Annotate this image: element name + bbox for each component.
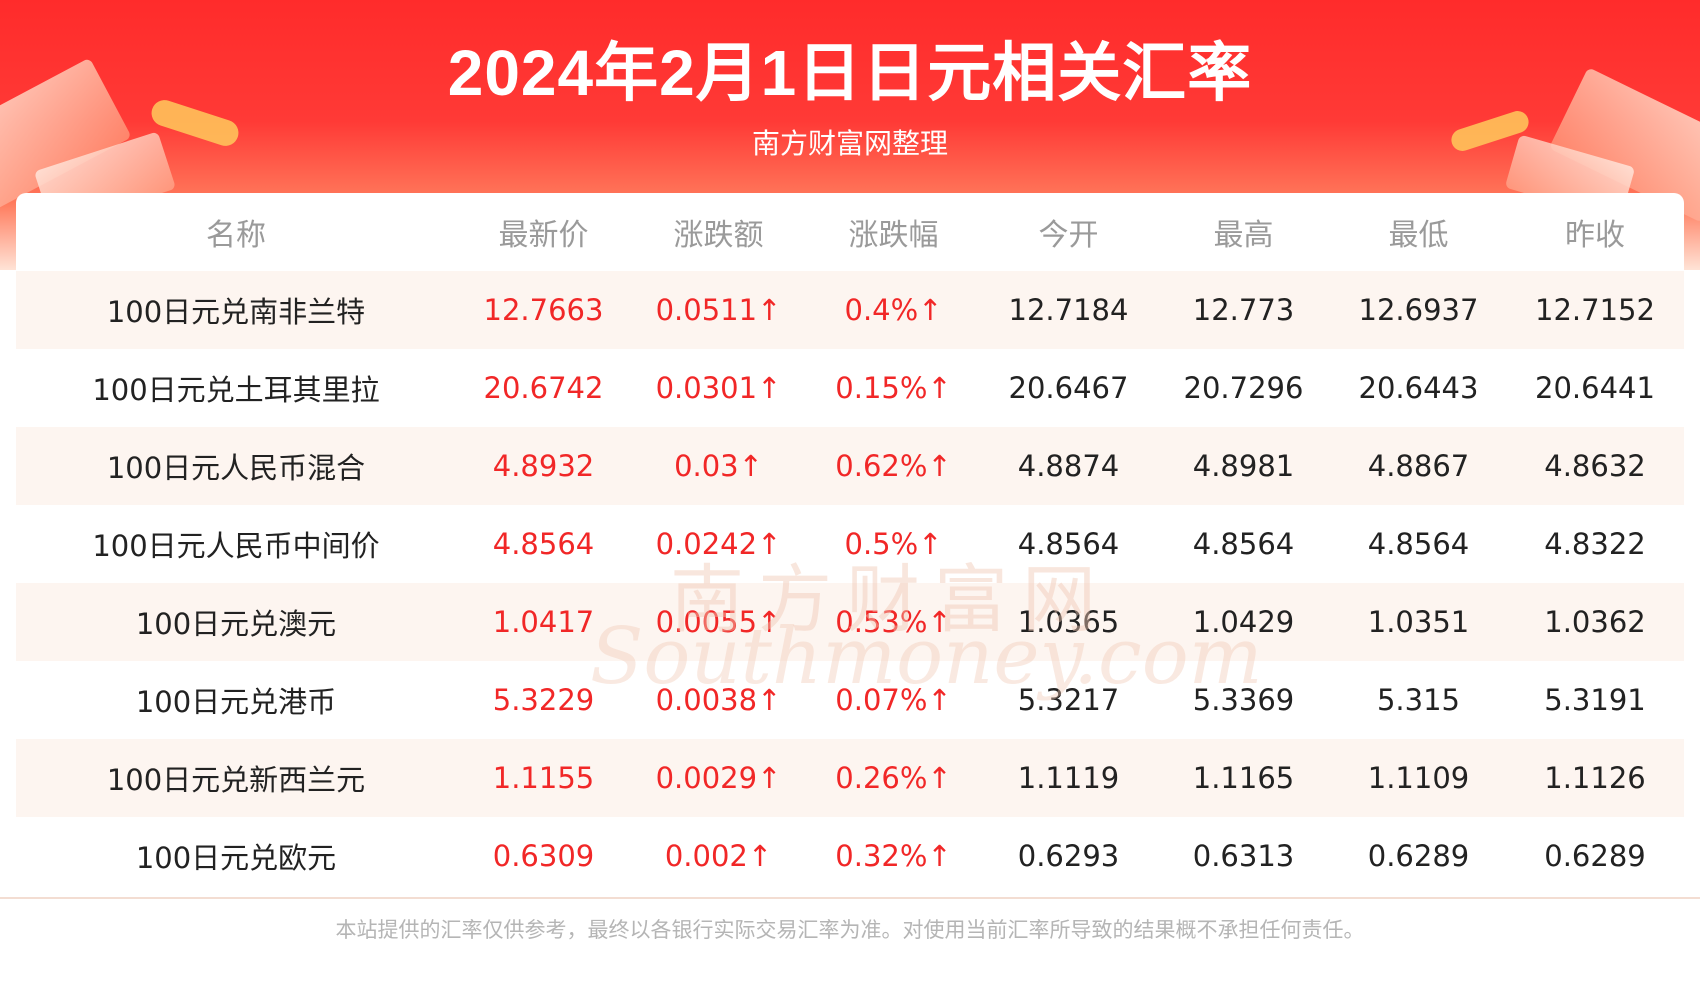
- column-header-high: 最高: [1213, 218, 1274, 253]
- cell-change-pct: 0.5%↑: [806, 505, 981, 583]
- cell-name: 100日元兑欧元: [16, 817, 456, 895]
- cell-open: 5.3217: [981, 661, 1156, 739]
- cell-change-pct: 0.32%↑: [806, 817, 981, 895]
- cell-change-pct: 0.4%↑: [806, 271, 981, 349]
- cell-prev-close: 4.8322: [1506, 505, 1684, 583]
- cell-low: 20.6443: [1331, 349, 1506, 427]
- table-header-row: 名称 最新价 涨跌额 涨跌幅 今开 最高 最低 昨收: [16, 193, 1684, 271]
- cell-open: 20.6467: [981, 349, 1156, 427]
- cell-prev-close: 12.7152: [1506, 271, 1684, 349]
- cell-latest: 20.6742: [456, 349, 631, 427]
- cell-low: 1.1109: [1331, 739, 1506, 817]
- column-header-low: 最低: [1388, 218, 1449, 253]
- cell-high: 4.8981: [1156, 427, 1331, 505]
- cell-prev-close: 4.8632: [1506, 427, 1684, 505]
- cell-low: 4.8564: [1331, 505, 1506, 583]
- column-header-open: 今开: [1038, 218, 1099, 253]
- table-row: 100日元兑欧元 0.6309 0.002↑ 0.32%↑ 0.6293 0.6…: [16, 817, 1684, 895]
- cell-high: 1.0429: [1156, 583, 1331, 661]
- column-header-change: 涨跌额: [673, 218, 764, 253]
- cell-name: 100日元人民币混合: [16, 427, 456, 505]
- cell-latest: 1.1155: [456, 739, 631, 817]
- cell-change-pct: 0.15%↑: [806, 349, 981, 427]
- cell-high: 4.8564: [1156, 505, 1331, 583]
- cell-change-pct: 0.07%↑: [806, 661, 981, 739]
- cell-latest: 4.8564: [456, 505, 631, 583]
- cell-prev-close: 0.6289: [1506, 817, 1684, 895]
- cell-name: 100日元兑港币: [16, 661, 456, 739]
- cell-open: 4.8564: [981, 505, 1156, 583]
- cell-change: 0.0055↑: [631, 583, 806, 661]
- page-subtitle: 南方财富网整理: [751, 127, 948, 160]
- cell-high: 0.6313: [1156, 817, 1331, 895]
- cell-low: 1.0351: [1331, 583, 1506, 661]
- cell-change-pct: 0.62%↑: [806, 427, 981, 505]
- cell-latest: 4.8932: [456, 427, 631, 505]
- cell-change: 0.0242↑: [631, 505, 806, 583]
- column-header-name: 名称: [206, 218, 266, 253]
- cell-low: 0.6289: [1331, 817, 1506, 895]
- cell-change: 0.002↑: [631, 817, 806, 895]
- column-header-prev-close: 昨收: [1565, 218, 1625, 253]
- cell-high: 12.773: [1156, 271, 1331, 349]
- cell-latest: 0.6309: [456, 817, 631, 895]
- rates-card: 名称 最新价 涨跌额 涨跌幅 今开 最高 最低 昨收 100日元兑南非兰特 12…: [16, 193, 1684, 897]
- table-row: 100日元人民币混合 4.8932 0.03↑ 0.62%↑ 4.8874 4.…: [16, 427, 1684, 505]
- cell-open: 0.6293: [981, 817, 1156, 895]
- cell-latest: 12.7663: [456, 271, 631, 349]
- cell-low: 12.6937: [1331, 271, 1506, 349]
- column-header-change-pct: 涨跌幅: [848, 218, 939, 253]
- cell-open: 4.8874: [981, 427, 1156, 505]
- cell-change: 0.0038↑: [631, 661, 806, 739]
- column-header-latest: 最新价: [498, 218, 589, 253]
- cell-high: 5.3369: [1156, 661, 1331, 739]
- table-row: 100日元兑新西兰元 1.1155 0.0029↑ 0.26%↑ 1.1119 …: [16, 739, 1684, 817]
- page-title: 2024年2月1日日元相关汇率: [447, 37, 1253, 109]
- cell-open: 1.0365: [981, 583, 1156, 661]
- cell-change-pct: 0.53%↑: [806, 583, 981, 661]
- table-row: 100日元兑澳元 1.0417 0.0055↑ 0.53%↑ 1.0365 1.…: [16, 583, 1684, 661]
- cell-change: 0.03↑: [631, 427, 806, 505]
- footer-divider: [0, 897, 1700, 899]
- cell-name: 100日元人民币中间价: [16, 505, 456, 583]
- cell-name: 100日元兑土耳其里拉: [16, 349, 456, 427]
- disclaimer-text: 本站提供的汇率仅供参考，最终以各银行实际交易汇率为准。对使用当前汇率所导致的结果…: [335, 918, 1365, 942]
- cell-change: 0.0301↑: [631, 349, 806, 427]
- table-row: 100日元兑南非兰特 12.7663 0.0511↑ 0.4%↑ 12.7184…: [16, 271, 1684, 349]
- cell-latest: 5.3229: [456, 661, 631, 739]
- cell-name: 100日元兑新西兰元: [16, 739, 456, 817]
- cell-prev-close: 1.0362: [1506, 583, 1684, 661]
- cell-latest: 1.0417: [456, 583, 631, 661]
- cell-name: 100日元兑南非兰特: [16, 271, 456, 349]
- cell-open: 1.1119: [981, 739, 1156, 817]
- table-row: 100日元人民币中间价 4.8564 0.0242↑ 0.5%↑ 4.8564 …: [16, 505, 1684, 583]
- cell-prev-close: 5.3191: [1506, 661, 1684, 739]
- cell-open: 12.7184: [981, 271, 1156, 349]
- cell-prev-close: 20.6441: [1506, 349, 1684, 427]
- cell-name: 100日元兑澳元: [16, 583, 456, 661]
- cell-low: 5.315: [1331, 661, 1506, 739]
- table-row: 100日元兑港币 5.3229 0.0038↑ 0.07%↑ 5.3217 5.…: [16, 661, 1684, 739]
- exchange-rate-table: 名称 最新价 涨跌额 涨跌幅 今开 最高 最低 昨收 100日元兑南非兰特 12…: [16, 193, 1684, 895]
- cell-low: 4.8867: [1331, 427, 1506, 505]
- cell-high: 20.7296: [1156, 349, 1331, 427]
- cell-prev-close: 1.1126: [1506, 739, 1684, 817]
- cell-change: 0.0029↑: [631, 739, 806, 817]
- table-row: 100日元兑土耳其里拉 20.6742 0.0301↑ 0.15%↑ 20.64…: [16, 349, 1684, 427]
- cell-high: 1.1165: [1156, 739, 1331, 817]
- cell-change: 0.0511↑: [631, 271, 806, 349]
- cell-change-pct: 0.26%↑: [806, 739, 981, 817]
